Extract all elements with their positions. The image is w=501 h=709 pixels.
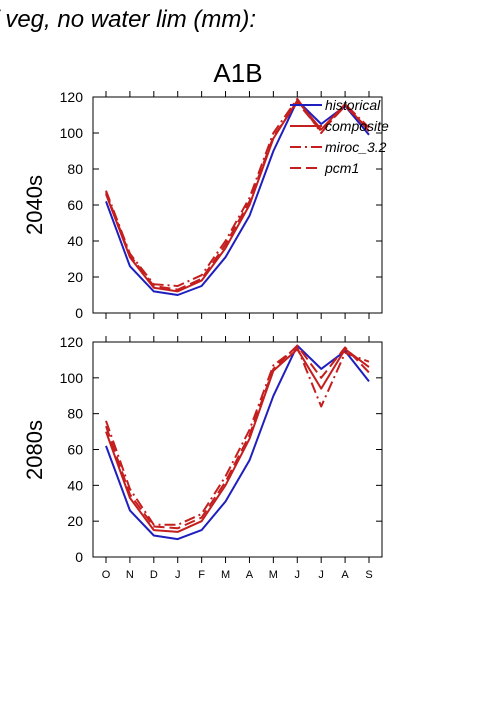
y-tick-label: 20 (67, 269, 83, 285)
y-tick-label: 20 (67, 513, 83, 529)
y-tick-label: 120 (60, 89, 84, 105)
y-tick-label: 100 (60, 370, 84, 386)
chart-panel-2080s: 0 20 40 60 80 100 120 O N D J F M A M J J A S 2080s (22, 334, 383, 581)
series-line-composite (105, 99, 370, 293)
y-tick-label: 40 (67, 477, 83, 493)
legend: historical composite miroc_3.2 pcm1 (290, 97, 389, 176)
y-tick-label: 40 (67, 233, 83, 249)
panel-title: A1B (213, 58, 262, 88)
x-tick-label: M (269, 569, 278, 581)
x-tick-label: N (126, 569, 134, 581)
series-line-historical (105, 344, 370, 541)
x-tick-label: J (295, 569, 301, 581)
y-tick-label: 0 (75, 549, 83, 565)
y-tick-label: 80 (67, 406, 83, 422)
x-tick-label: J (175, 569, 181, 581)
series-line-pcm1 (105, 344, 370, 530)
series-line-pcm1 (105, 101, 370, 291)
chart-panel-2040s: 0 20 40 60 80 100 120 2040s (22, 89, 383, 321)
x-tick-label: A (341, 569, 349, 581)
legend-label: pcm1 (324, 160, 359, 176)
y-tick-label: 0 (75, 305, 83, 321)
x-tick-label: M (221, 569, 230, 581)
x-tick-label: J (318, 569, 324, 581)
x-tick-label: D (150, 569, 158, 581)
legend-label: miroc_3.2 (325, 139, 387, 155)
y-tick-label: 60 (67, 197, 83, 213)
series-line-historical (105, 99, 370, 296)
x-tick-label: F (198, 569, 205, 581)
series-line-miroc-3-2 (105, 346, 370, 526)
x-tick-label: A (246, 569, 254, 581)
row-label-2080s: 2080s (22, 420, 47, 480)
series-line-composite (105, 348, 370, 533)
row-label-2040s: 2040s (22, 175, 47, 235)
y-tick-label: 60 (67, 442, 83, 458)
y-tick-label: 80 (67, 161, 83, 177)
x-tick-label: O (102, 569, 111, 581)
legend-label: historical (325, 97, 381, 113)
y-tick-label: 120 (60, 334, 84, 350)
plot-frame (92, 341, 383, 558)
legend-label: composite (325, 118, 389, 134)
figure-title: f veg, no water lim (mm): (0, 6, 256, 33)
y-tick-label: 100 (60, 125, 84, 141)
x-tick-label: S (365, 569, 372, 581)
